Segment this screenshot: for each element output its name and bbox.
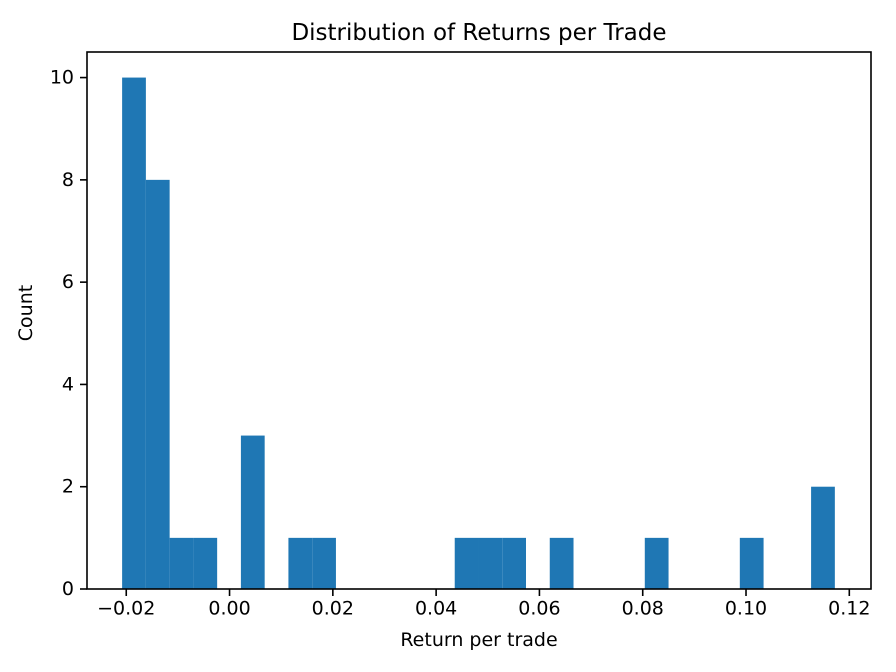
histogram-bar (811, 486, 835, 589)
y-tick-label: 10 (50, 67, 74, 89)
x-tick-label: 0.10 (725, 598, 767, 620)
x-tick-label: −0.02 (97, 598, 155, 620)
plot-spines (86, 51, 872, 590)
x-tick-label: 0.04 (415, 598, 457, 620)
histogram-bar (122, 77, 146, 589)
axes-layer: −0.02 0.00 0.02 0.04 0.06 0.08 0.10 0.12 0 2 4 6 8 10 (50, 51, 872, 620)
histogram-bar (502, 537, 526, 589)
histogram-bar (478, 537, 503, 589)
histogram-bar (169, 537, 194, 589)
y-tick-label: 4 (62, 373, 74, 395)
histogram-bar (145, 179, 170, 590)
x-tick-label: 0.02 (312, 598, 354, 620)
histogram-bar (549, 537, 574, 589)
histogram-bar (644, 537, 669, 589)
histogram-bar (288, 537, 313, 589)
x-axis-label: Return per trade (400, 629, 557, 651)
y-axis-label: Count (15, 285, 37, 341)
chart-title: Distribution of Returns per Trade (291, 20, 666, 46)
x-tick-label: 0.06 (518, 598, 560, 620)
histogram-bar (193, 537, 218, 589)
x-tick-label: 0.12 (828, 598, 870, 620)
histogram-bar (739, 537, 764, 589)
y-tick-label: 0 (62, 578, 74, 600)
y-tick-label: 2 (62, 476, 74, 498)
x-tick-label: 0.00 (208, 598, 250, 620)
histogram-bar (240, 435, 265, 589)
histogram-bar (454, 537, 479, 589)
y-tick-label: 6 (62, 271, 74, 293)
y-tick-label: 8 (62, 169, 74, 191)
histogram-bar (312, 537, 336, 589)
bars-layer (122, 77, 835, 590)
x-tick-label: 0.08 (622, 598, 664, 620)
